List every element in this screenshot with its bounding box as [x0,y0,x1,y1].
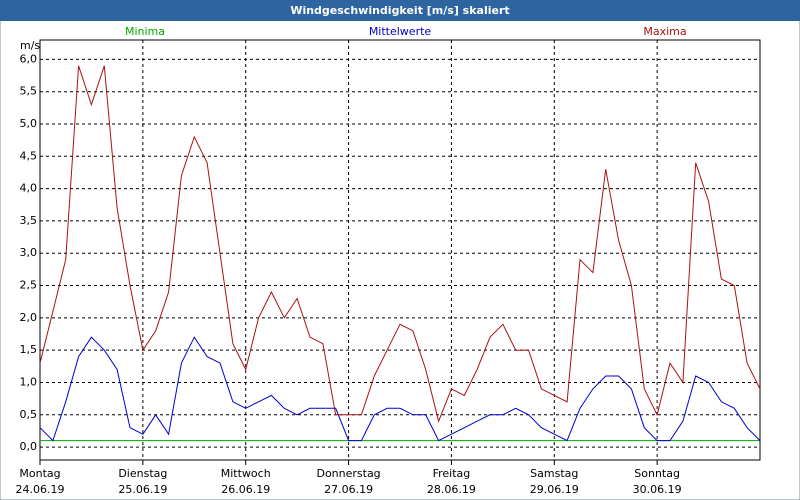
y-axis-unit: m/s [20,39,40,52]
y-tick-label: 6,0 [20,52,38,65]
y-tick-label: 3,5 [20,214,38,227]
x-tick-label: Freitag [433,467,471,480]
x-tick-label: Dienstag [118,467,167,480]
legend-label: Maxima [643,25,686,38]
x-tick-label: 27.06.19 [324,483,373,496]
plot-area [39,39,761,461]
y-tick-label: 4,5 [20,149,38,162]
y-tick-label: 3,0 [20,246,38,259]
legend-label: Minima [125,25,165,38]
x-tick-label: 30.06.19 [633,483,682,496]
x-tick-label: Samstag [530,467,578,480]
x-tick-label: 26.06.19 [221,483,270,496]
series-line [39,65,761,423]
y-tick-label: 0,0 [20,440,38,453]
series-line [39,336,761,442]
x-tick-label: Sonntag [634,467,680,480]
y-tick-label: 5,5 [20,85,38,98]
y-tick-label: 4,0 [20,182,38,195]
x-tick-label: Mittwoch [221,467,271,480]
title-bar [0,0,800,21]
y-tick-label: 0,5 [20,408,38,421]
y-tick-label: 2,5 [20,279,38,292]
chart-title: Windgeschwindigkeit [m/s] skaliert [290,4,509,17]
x-tick-label: 29.06.19 [530,483,579,496]
y-tick-label: 5,0 [20,117,38,130]
x-tick-label: 24.06.19 [16,483,65,496]
y-tick-label: 2,0 [20,311,38,324]
legend-label: Mittelwerte [369,25,432,38]
x-tick-label: Montag [19,467,60,480]
x-tick-label: 25.06.19 [118,483,167,496]
y-tick-label: 1,0 [20,375,38,388]
x-tick-label: Donnerstag [316,467,380,480]
y-tick-label: 1,5 [20,343,38,356]
x-tick-label: 28.06.19 [427,483,476,496]
